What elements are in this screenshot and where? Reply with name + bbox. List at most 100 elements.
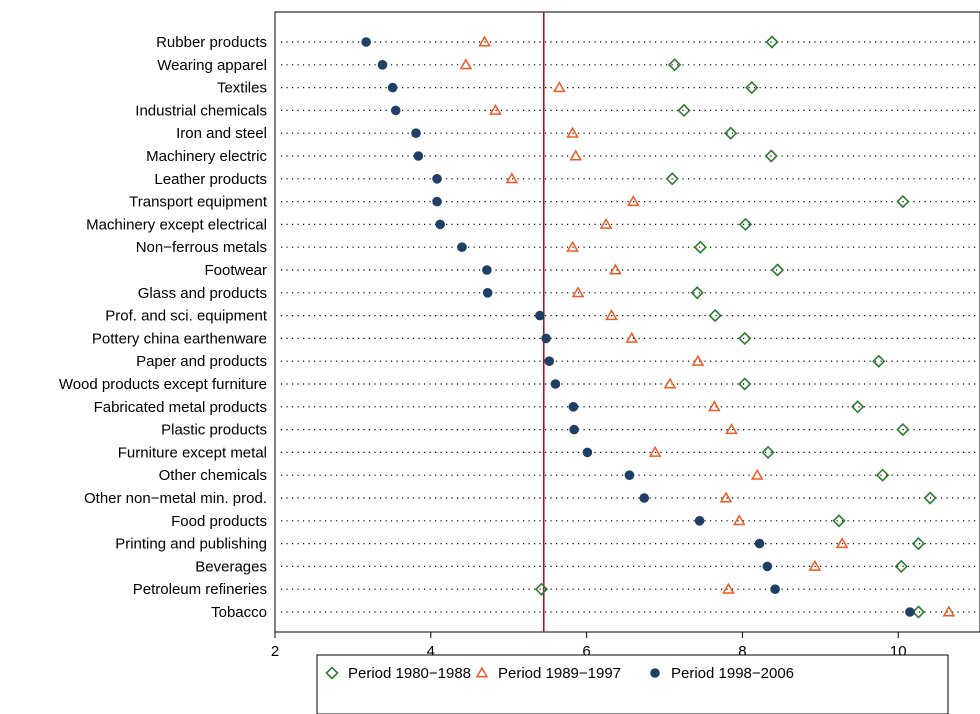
data-point-diamond	[872, 354, 886, 368]
data-point-circle	[457, 242, 467, 252]
data-point-diamond	[896, 422, 910, 437]
data-point-diamond	[708, 308, 722, 323]
data-point-circle	[377, 60, 388, 70]
data-point-triangle	[750, 468, 764, 480]
data-point-circle	[754, 538, 765, 549]
data-point-circle	[568, 402, 579, 412]
data-point-circle	[639, 493, 650, 503]
category-label: Prof. and sci. equipment	[105, 308, 268, 325]
data-point-triangle	[942, 605, 956, 617]
data-point-circle	[624, 470, 635, 481]
data-point-triangle	[609, 263, 622, 275]
category-label: Fabricated metal products	[94, 399, 267, 416]
data-point-triangle	[835, 537, 849, 549]
data-point-diamond	[851, 400, 865, 414]
data-point-diamond	[911, 605, 926, 619]
data-point-diamond	[738, 331, 752, 346]
data-point-triangle	[732, 514, 746, 526]
data-point-triangle	[553, 81, 566, 93]
data-point-triangle	[489, 103, 502, 115]
data-point-triangle	[708, 400, 721, 412]
category-label: Food products	[171, 513, 267, 530]
data-point-circle	[905, 607, 915, 617]
data-point-diamond	[667, 58, 682, 72]
data-point-triangle	[627, 195, 640, 207]
data-point-diamond	[764, 149, 778, 163]
data-point-diamond	[911, 536, 926, 551]
data-point-triangle	[459, 58, 473, 70]
category-label: Tobacco	[211, 604, 267, 621]
data-point-triangle	[478, 35, 491, 47]
legend-marker-triangle	[475, 666, 489, 678]
data-point-diamond	[832, 514, 846, 528]
data-point-triangle	[719, 491, 733, 503]
category-label: Non−ferrous metals	[136, 239, 267, 256]
data-point-diamond	[745, 80, 759, 95]
data-point-triangle	[599, 217, 613, 229]
category-label: Plastic products	[161, 422, 267, 439]
data-point-triangle	[722, 582, 735, 594]
category-label: Leather products	[154, 171, 267, 188]
category-labels: Rubber products Wearing apparel Textiles In…	[59, 34, 268, 621]
data-point-triangle	[663, 377, 677, 389]
data-point-circle	[535, 310, 545, 321]
x-tick-label: 4	[427, 643, 435, 660]
category-label: Footwear	[204, 262, 267, 279]
category-label: Paper and products	[136, 353, 267, 370]
data-point-circle	[361, 37, 371, 47]
data-point-triangle	[566, 240, 579, 252]
data-point-circle	[694, 516, 705, 526]
data-point-diamond	[724, 126, 738, 140]
category-label: Glass and products	[138, 285, 267, 302]
data-point-diamond	[677, 103, 691, 118]
plot-area	[274, 11, 980, 633]
data-point-circle	[387, 82, 398, 93]
category-label: Furniture except metal	[118, 444, 267, 461]
data-point-circle	[569, 424, 579, 435]
category-label: Machinery except electrical	[86, 216, 267, 233]
data-point-triangle	[725, 423, 738, 435]
data-point-circle	[432, 196, 442, 207]
data-point-circle	[770, 584, 780, 594]
legend-marker-circle	[650, 668, 660, 678]
data-point-diamond	[770, 263, 785, 277]
category-label: Beverages	[195, 558, 267, 575]
x-tick-label: 8	[738, 643, 746, 660]
data-point-diamond	[896, 194, 910, 209]
data-markers	[361, 35, 956, 619]
data-point-diamond	[690, 286, 704, 300]
category-label: Other non−metal min. prod.	[84, 490, 267, 507]
data-point-triangle	[569, 149, 582, 161]
data-point-circle	[541, 333, 551, 344]
data-point-triangle	[691, 354, 705, 366]
data-point-circle	[482, 265, 492, 275]
category-label: Transport equipment	[129, 194, 268, 211]
legend-label: Period 1998−2006	[671, 665, 794, 682]
data-point-circle	[413, 151, 424, 161]
data-point-diamond	[894, 559, 908, 574]
data-point-triangle	[505, 172, 519, 184]
category-label: Iron and steel	[176, 125, 267, 142]
data-point-circle	[762, 561, 773, 572]
category-label: Petroleum refineries	[133, 581, 267, 598]
category-label: Pottery china earthenware	[92, 330, 267, 347]
data-point-circle	[390, 105, 401, 116]
x-tick-label: 2	[271, 643, 279, 660]
category-label: Rubber products	[156, 34, 267, 51]
legend-label: Period 1980−1988	[348, 665, 471, 682]
data-point-diamond	[765, 35, 779, 49]
data-point-circle	[544, 356, 555, 367]
data-point-triangle	[808, 559, 822, 571]
data-point-diamond	[534, 582, 549, 596]
category-label: Textiles	[217, 80, 267, 97]
data-point-triangle	[648, 445, 662, 457]
x-tick-label: 6	[582, 643, 590, 660]
data-point-diamond	[665, 172, 679, 186]
category-label: Other chemicals	[159, 467, 267, 484]
data-point-circle	[550, 379, 561, 389]
legend: Period 1980−1988 Period 1989−1997 Period 1…	[316, 654, 949, 714]
data-point-triangle	[566, 126, 579, 138]
category-label: Wood products except furniture	[59, 376, 267, 393]
data-point-diamond	[693, 240, 707, 254]
